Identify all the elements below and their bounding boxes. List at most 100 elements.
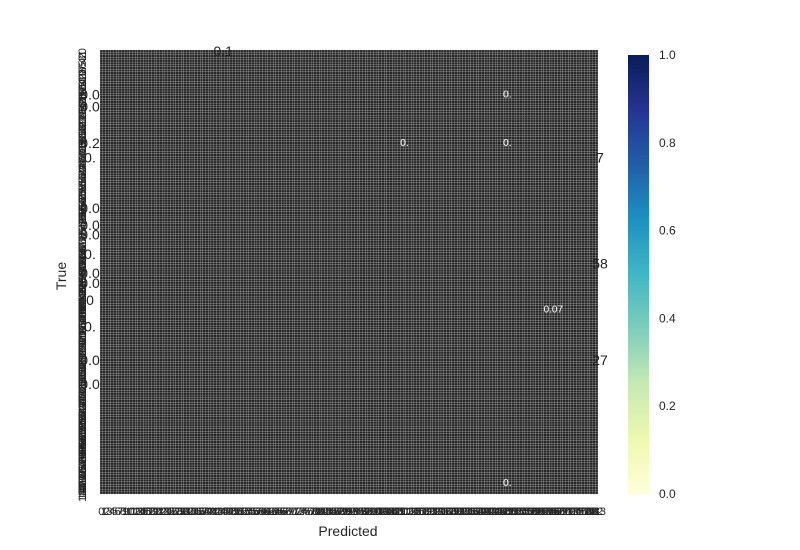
heatmap-cell [173,67,176,69]
heatmap-cell [384,57,387,59]
heatmap-cell [206,57,209,59]
heatmap-cell [517,64,520,66]
heatmap-cell [203,57,206,59]
heatmap-cell [517,52,520,54]
heatmap-cell [452,52,455,54]
heatmap-cell [371,60,374,62]
heatmap-cell [173,50,176,52]
heatmap-cell [257,55,260,57]
heatmap-cell [260,64,263,66]
heatmap-cell [455,55,458,57]
heatmap-cell [457,57,460,59]
heatmap-cell [398,60,401,62]
heatmap-cell [487,60,490,62]
heatmap-cell [506,60,509,62]
heatmap-cell [463,62,466,64]
heatmap-cell [555,62,558,64]
heatmap-cell [327,67,330,69]
heatmap-cell [311,57,314,59]
heatmap-cell [522,60,525,62]
heatmap-cell [116,60,119,62]
heatmap-cell [132,60,135,62]
heatmap-cell [595,64,598,66]
heatmap-cell [444,62,447,64]
heatmap-cell [108,57,111,59]
heatmap-cell [395,64,398,66]
heatmap-cell [457,50,460,52]
heatmap-cell [520,52,523,54]
heatmap-cell [111,52,114,54]
heatmap-cell [576,55,579,57]
heatmap-cell [492,64,495,66]
heatmap-cell [511,52,514,54]
heatmap-cell [135,55,138,57]
heatmap-cell [495,57,498,59]
heatmap-cell [365,64,368,66]
heatmap-cell [541,62,544,64]
heatmap-cell [425,57,428,59]
heatmap-cell [100,57,103,59]
heatmap-cell [525,50,528,52]
heatmap-cell [427,50,430,52]
heatmap-cell [517,50,520,52]
heatmap-cell [517,62,520,64]
heatmap-cell [509,55,512,57]
heatmap-cell [490,60,493,62]
heatmap-cell [235,55,238,57]
heatmap-cell [376,64,379,66]
heatmap-cell [503,50,506,52]
heatmap-cell [425,64,428,66]
heatmap-cell [547,52,550,54]
heatmap-cell [105,57,108,59]
heatmap-cell [114,60,117,62]
heatmap-cell [165,64,168,66]
heatmap-cell [398,64,401,66]
heatmap-cell [327,50,330,52]
heatmap-cell [433,60,436,62]
heatmap-cell [203,52,206,54]
heatmap-cell [165,52,168,54]
heatmap-cell [487,62,490,64]
heatmap-cell [427,62,430,64]
heatmap-cell [322,55,325,57]
heatmap-cell [319,62,322,64]
heatmap-cell [303,67,306,69]
heatmap-cell [322,57,325,59]
heatmap-cell [173,64,176,66]
heatmap-cell [108,52,111,54]
heatmap-cell [430,64,433,66]
heatmap-cell [208,57,211,59]
heatmap-cell [292,67,295,69]
heatmap-cell [141,67,144,69]
heatmap-cell [333,52,336,54]
heatmap-cell [181,62,184,64]
heatmap-cell [528,52,531,54]
heatmap-cell [319,67,322,69]
heatmap-cell [528,62,531,64]
heatmap-cell [455,60,458,62]
heatmap-cell [568,52,571,54]
heatmap-cell [468,62,471,64]
heatmap-cell [276,57,279,59]
heatmap-cell [384,62,387,64]
heatmap-cell [322,64,325,66]
heatmap-cell [465,52,468,54]
heatmap-cell [311,50,314,52]
heatmap-cell [176,52,179,54]
heatmap-cell [582,60,585,62]
heatmap-cell [225,62,228,64]
heatmap-cell [460,62,463,64]
heatmap-cell [157,55,160,57]
heatmap-cell [151,50,154,52]
heatmap-cell [584,64,587,66]
heatmap-cell [252,64,255,66]
heatmap-cell [335,57,338,59]
heatmap-cell [246,52,249,54]
heatmap-cell [111,64,114,66]
heatmap-cell [479,62,482,64]
heatmap-cell [192,67,195,69]
heatmap-cell [490,55,493,57]
heatmap-cell [243,55,246,57]
heatmap-cell [528,50,531,52]
heatmap-cell [295,52,298,54]
